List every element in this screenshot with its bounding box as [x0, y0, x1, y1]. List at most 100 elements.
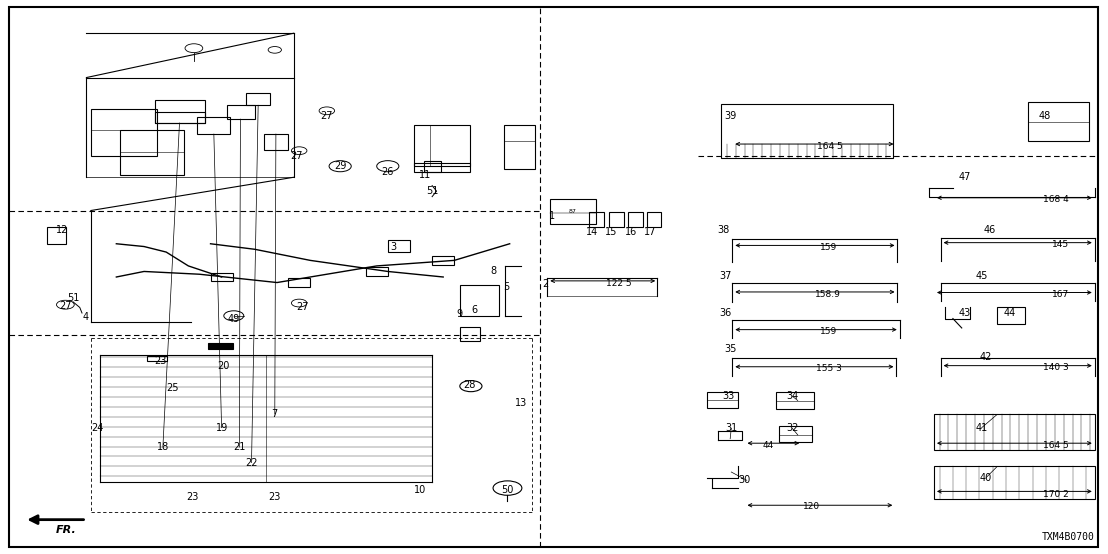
Text: 170 2: 170 2	[1044, 490, 1069, 499]
Text: 8: 8	[490, 266, 496, 276]
Text: 46: 46	[983, 225, 996, 235]
Text: 42: 42	[979, 352, 993, 362]
Bar	[504, 125, 535, 169]
Text: 145: 145	[1053, 240, 1069, 249]
Bar	[227, 105, 255, 119]
Bar	[550, 199, 596, 224]
Text: 49: 49	[227, 314, 240, 324]
Text: 28: 28	[463, 380, 476, 390]
Bar	[460, 327, 480, 341]
Text: 5: 5	[503, 282, 510, 292]
Text: 44: 44	[762, 441, 773, 450]
Text: 39: 39	[724, 111, 737, 121]
Text: 17: 17	[644, 227, 657, 237]
Text: 35: 35	[724, 344, 737, 354]
Text: 2: 2	[542, 279, 548, 289]
Text: 36: 36	[719, 308, 732, 318]
Text: 30: 30	[738, 475, 751, 485]
Text: 19: 19	[215, 423, 228, 433]
Bar	[388, 240, 410, 252]
Text: 24: 24	[91, 423, 104, 433]
Bar	[414, 163, 470, 172]
Bar	[776, 392, 814, 409]
Bar	[414, 125, 470, 166]
Bar	[997, 307, 1025, 324]
Text: 159: 159	[820, 243, 838, 252]
Text: 11: 11	[419, 170, 432, 179]
Text: 40: 40	[979, 473, 993, 483]
Bar	[197, 117, 230, 134]
Bar	[628, 212, 643, 227]
Text: 48: 48	[1038, 111, 1051, 121]
Text: 15: 15	[605, 227, 618, 237]
Bar	[155, 112, 205, 123]
Text: 44: 44	[1003, 308, 1016, 318]
Text: 167: 167	[1051, 290, 1069, 299]
Text: 23: 23	[186, 493, 199, 502]
Bar	[460, 285, 499, 316]
Bar	[707, 392, 738, 408]
Text: 51: 51	[425, 186, 439, 196]
Text: 3: 3	[390, 242, 397, 252]
Text: 140 3: 140 3	[1044, 363, 1069, 372]
Bar	[47, 227, 66, 244]
Text: 31: 31	[725, 423, 738, 433]
Bar	[609, 212, 624, 227]
Text: 13: 13	[514, 398, 527, 408]
Bar	[288, 278, 310, 287]
Bar	[246, 93, 270, 105]
Text: 9: 9	[456, 309, 463, 319]
Text: 7: 7	[271, 409, 278, 419]
Text: 21: 21	[233, 442, 246, 452]
Bar	[211, 273, 233, 281]
Text: 33: 33	[721, 391, 735, 401]
Text: 27: 27	[296, 302, 309, 312]
Text: FR.: FR.	[57, 525, 76, 535]
Bar	[647, 212, 661, 227]
Bar	[424, 161, 441, 172]
Text: 37: 37	[719, 271, 732, 281]
Text: 26: 26	[381, 167, 394, 177]
Bar	[91, 109, 157, 156]
Text: 38: 38	[717, 225, 730, 235]
Text: 122 5: 122 5	[606, 279, 632, 288]
Text: 164 5: 164 5	[818, 142, 843, 151]
Text: 32: 32	[786, 423, 799, 433]
Text: 164 5: 164 5	[1044, 441, 1069, 450]
Text: 27: 27	[290, 151, 304, 161]
Text: 34: 34	[786, 391, 799, 401]
Text: 155 3: 155 3	[817, 365, 842, 373]
Text: TXM4B0700: TXM4B0700	[1042, 532, 1095, 542]
Text: 12: 12	[55, 225, 69, 235]
Text: 1: 1	[550, 211, 555, 221]
Text: 50: 50	[501, 485, 514, 495]
Bar	[366, 267, 388, 276]
Text: 158.9: 158.9	[815, 290, 841, 299]
Bar	[779, 426, 812, 442]
Bar	[432, 256, 454, 265]
Text: 45: 45	[975, 271, 988, 281]
Bar	[264, 134, 288, 150]
Text: 168 4: 168 4	[1044, 196, 1069, 204]
Text: 10: 10	[413, 485, 427, 495]
Text: 41: 41	[975, 423, 988, 433]
Bar	[589, 212, 604, 227]
Text: 159: 159	[820, 327, 838, 336]
Text: 87: 87	[568, 209, 577, 214]
Text: 23: 23	[154, 356, 167, 366]
Text: 29: 29	[334, 161, 347, 171]
Bar	[147, 356, 167, 361]
Text: 25: 25	[166, 383, 179, 393]
Text: 43: 43	[958, 308, 972, 318]
Bar	[721, 104, 893, 158]
Text: 6: 6	[471, 305, 478, 315]
Text: 14: 14	[585, 227, 598, 237]
Text: 20: 20	[217, 361, 230, 371]
Text: 27: 27	[59, 301, 72, 311]
Text: 16: 16	[625, 227, 638, 237]
Text: 120: 120	[803, 502, 820, 511]
Bar	[934, 466, 1095, 499]
Text: 23: 23	[268, 493, 281, 502]
Bar	[120, 130, 184, 175]
Text: 18: 18	[156, 442, 170, 452]
